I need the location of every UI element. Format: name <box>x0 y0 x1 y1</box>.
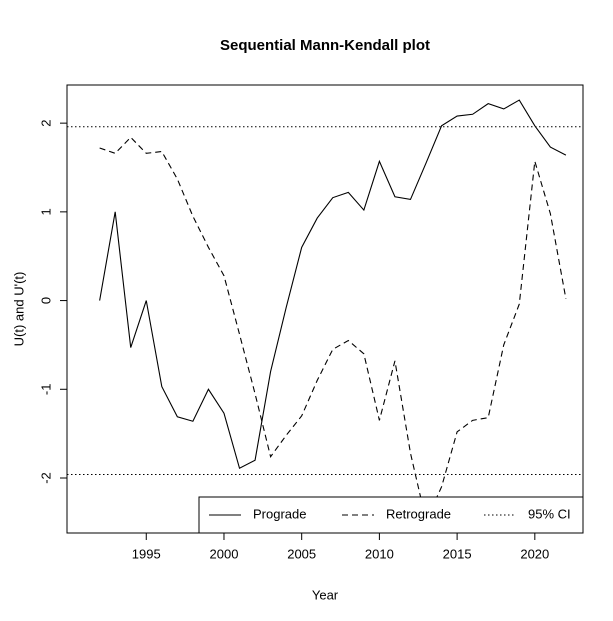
x-tick-label: 2000 <box>210 546 239 561</box>
x-tick-label: 2015 <box>443 546 472 561</box>
y-tick-label: 2 <box>38 120 53 127</box>
plot-frame <box>66 84 584 534</box>
legend-label: 95% CI <box>528 506 571 521</box>
x-tick-label: 1995 <box>132 546 161 561</box>
series-line <box>99 99 567 470</box>
y-tick-label: -1 <box>38 384 53 396</box>
x-tick-label: 2005 <box>287 546 316 561</box>
y-tick-label: -2 <box>38 472 53 484</box>
y-tick-label: 0 <box>38 297 53 304</box>
legend-label: Retrograde <box>386 506 451 521</box>
x-axis-label: Year <box>312 587 339 602</box>
x-tick-label: 2010 <box>365 546 394 561</box>
y-axis-label: U(t) and U'(t) <box>11 272 26 347</box>
legend-box <box>198 496 584 534</box>
legend-label: Prograde <box>253 506 306 521</box>
x-tick-label: 2020 <box>520 546 549 561</box>
y-tick-label: 1 <box>38 208 53 215</box>
series-line <box>99 136 567 523</box>
chart-title: Sequential Mann-Kendall plot <box>220 37 430 54</box>
